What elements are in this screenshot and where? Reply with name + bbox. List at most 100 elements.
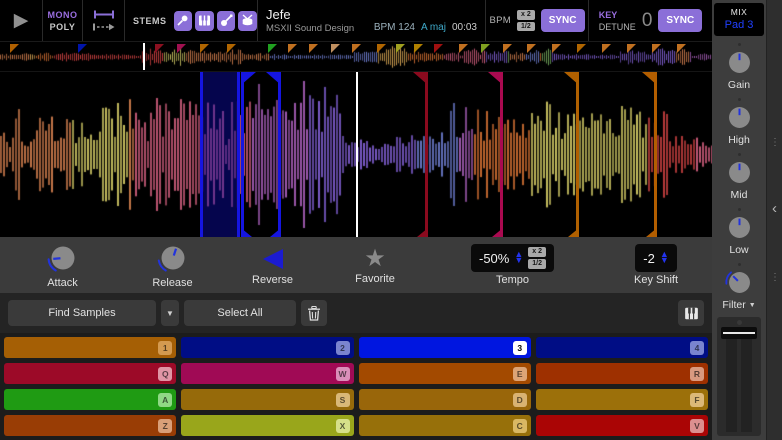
play-button[interactable]: ▶ (0, 0, 43, 41)
key-shift-value-box[interactable]: -2 ▲ ▼ (635, 244, 677, 272)
attack-knob[interactable] (46, 241, 80, 275)
sample-pad[interactable]: S (181, 389, 354, 410)
play-through-icon[interactable] (92, 23, 116, 31)
cue-flag-icon[interactable] (309, 44, 318, 53)
cue-flag-icon[interactable] (414, 44, 424, 53)
mono-label[interactable]: MONO (47, 9, 78, 20)
cue-flag-icon[interactable] (576, 44, 586, 53)
cue-flag-icon[interactable] (551, 44, 561, 53)
sample-pad[interactable]: C (358, 415, 531, 436)
sample-pad[interactable]: 1 (4, 337, 177, 358)
sample-pad[interactable]: F (535, 389, 708, 410)
mono-poly-toggle[interactable]: MONO POLY (43, 0, 83, 41)
cue-section[interactable] (200, 72, 240, 237)
bpm-half-button[interactable]: 1/2 (516, 21, 535, 32)
tempo-half-button[interactable]: 1/2 (528, 259, 546, 269)
tempo-stepper[interactable]: ▲ ▼ (514, 249, 524, 265)
sample-pad[interactable]: W (181, 363, 354, 384)
tempo-value[interactable]: -50% (478, 250, 510, 266)
tempo-up-icon[interactable]: ▲ (514, 249, 524, 260)
cue-flag-icon[interactable] (459, 44, 469, 53)
cue-marker[interactable] (487, 72, 503, 237)
cue-flag-icon[interactable] (526, 44, 536, 53)
eq-knob[interactable] (724, 102, 755, 133)
cue-flag-icon[interactable] (176, 44, 186, 53)
bpm-sync-button[interactable]: SYNC (540, 9, 585, 32)
sample-pad[interactable]: Z (4, 415, 177, 436)
cue-flag-icon[interactable] (481, 44, 491, 53)
cue-section[interactable] (241, 72, 282, 237)
sample-toolbar: Find Samples ▼ Select All (0, 293, 712, 333)
cue-flag-icon[interactable] (331, 44, 341, 53)
volume-fader-track[interactable] (726, 339, 752, 432)
select-all-button[interactable]: Select All (184, 300, 296, 326)
favorite-star-icon[interactable]: ★ (364, 244, 386, 272)
key-sync-button[interactable]: SYNC (658, 9, 703, 32)
tempo-value-box[interactable]: -50% ▲ ▼ x 2 1/2 (470, 244, 554, 272)
cue-flag-icon[interactable] (652, 44, 662, 53)
sample-pad[interactable]: 4 (535, 337, 708, 358)
cue-flag-icon[interactable] (287, 44, 297, 53)
sample-pad[interactable]: E (358, 363, 531, 384)
detune-value[interactable]: 0 (641, 9, 653, 31)
cue-flag-icon[interactable] (200, 44, 210, 53)
cue-flag-icon[interactable] (377, 44, 387, 53)
delete-button[interactable] (301, 300, 327, 326)
cue-flag-icon[interactable] (395, 44, 405, 53)
bpm-x2-button[interactable]: x 2 (516, 9, 535, 20)
cue-flag-icon[interactable] (78, 44, 88, 53)
find-samples-dropdown-button[interactable]: ▼ (161, 300, 179, 326)
sample-pad[interactable]: X (181, 415, 354, 436)
key-shift-value[interactable]: -2 (643, 250, 655, 266)
sample-pad[interactable]: 3 (358, 337, 531, 358)
volume-fader-handle[interactable] (721, 327, 757, 339)
stem-melody-button[interactable] (195, 10, 214, 31)
key-shift-stepper[interactable]: ▲ ▼ (659, 249, 669, 265)
sample-pad[interactable]: A (4, 389, 177, 410)
pad-key-badge: X (335, 418, 350, 433)
release-knob[interactable] (156, 241, 190, 275)
eq-knob[interactable] (724, 47, 755, 78)
tempo-down-icon[interactable]: ▼ (514, 255, 524, 265)
tempo-x2-button[interactable]: x 2 (528, 247, 546, 257)
cue-flag-icon[interactable] (677, 44, 687, 53)
cue-flag-icon[interactable] (352, 44, 362, 53)
cue-flag-icon[interactable] (267, 44, 277, 53)
cue-marker[interactable] (564, 72, 579, 237)
cue-flag-icon[interactable] (627, 44, 637, 53)
sample-pad[interactable]: R (535, 363, 708, 384)
cue-marker[interactable] (413, 72, 429, 237)
resize-grip-icon[interactable]: ⋮ (770, 272, 780, 283)
cue-flag-icon[interactable] (155, 44, 165, 53)
stem-vocals-button[interactable] (173, 10, 193, 31)
cue-flag-icon[interactable] (502, 44, 512, 53)
sample-pad[interactable]: Q (4, 363, 177, 384)
cue-flag-icon[interactable] (434, 44, 444, 53)
stem-bass-button[interactable] (216, 10, 236, 31)
stem-drums-button[interactable] (238, 10, 258, 31)
cue-flag-icon[interactable] (9, 44, 19, 53)
eq-knob[interactable] (724, 157, 755, 188)
cue-flag-icon[interactable] (227, 44, 237, 53)
filter-label[interactable]: Filter (722, 299, 746, 311)
cue-marker[interactable] (642, 72, 658, 237)
eq-knob[interactable] (724, 212, 755, 243)
trim-range-icon[interactable] (92, 10, 116, 19)
cue-flag-icon[interactable] (602, 44, 612, 53)
waveform-display[interactable] (0, 72, 712, 237)
find-samples-button[interactable]: Find Samples (8, 300, 156, 326)
sample-pad[interactable]: 2 (181, 337, 354, 358)
filter-label-row[interactable]: Filter ▼ (722, 299, 755, 311)
resize-grip-icon[interactable]: ⋮ (770, 137, 780, 148)
collapse-panel-chevron-icon[interactable]: ‹ (772, 200, 777, 217)
waveform-overview[interactable] (0, 42, 712, 72)
keyboard-mode-button[interactable] (678, 300, 704, 326)
detune-label: DETUNE (598, 21, 636, 32)
poly-label[interactable]: POLY (49, 21, 76, 32)
sample-pad[interactable]: D (358, 389, 531, 410)
key-shift-up-icon[interactable]: ▲ (659, 249, 669, 260)
reverse-icon[interactable] (262, 248, 283, 269)
filter-knob[interactable] (724, 267, 755, 298)
key-shift-down-icon[interactable]: ▼ (659, 255, 669, 265)
sample-pad[interactable]: V (535, 415, 708, 436)
